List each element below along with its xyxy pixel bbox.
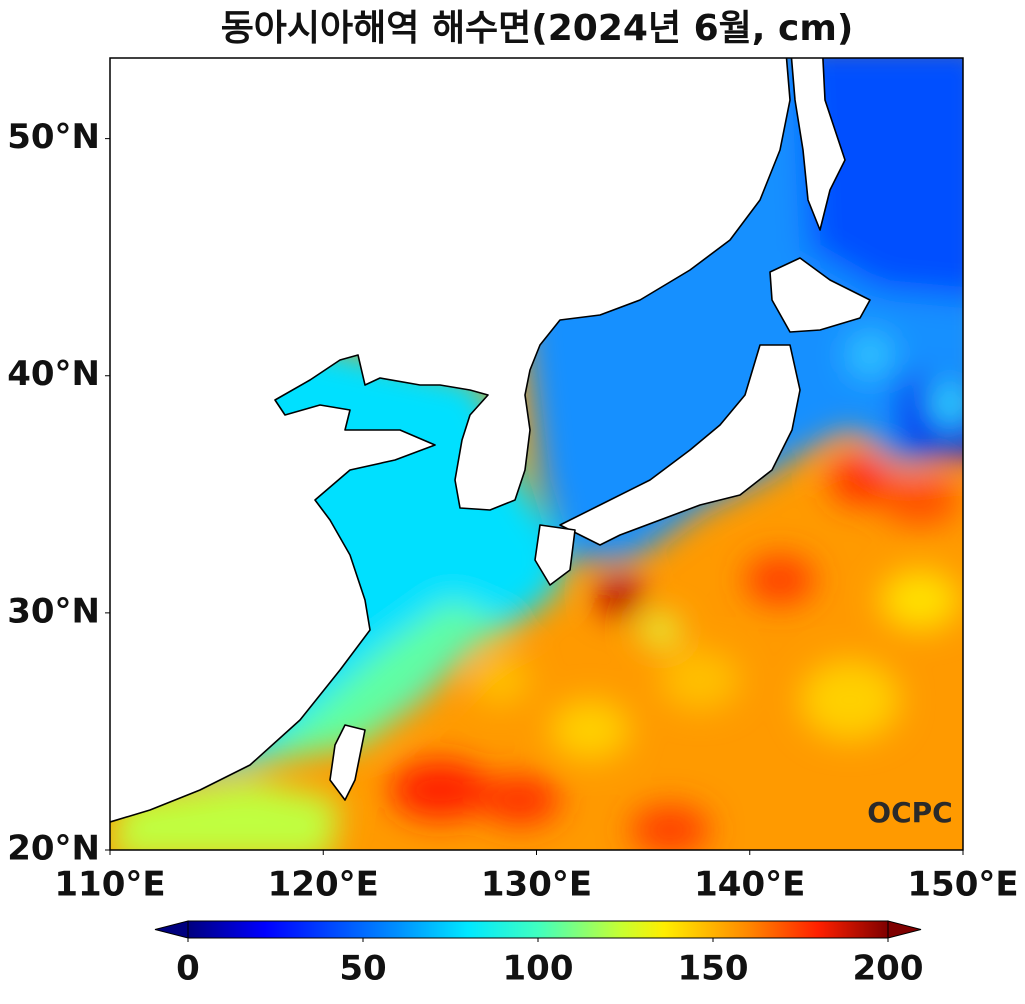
logo: OCPC <box>867 796 952 829</box>
x-tick-label: 150°E <box>907 865 1018 905</box>
colorbar-tick-label: 50 <box>339 949 386 989</box>
colorbar-tick-label: 0 <box>176 949 200 989</box>
y-tick-label: 40°N <box>7 354 100 394</box>
colorbar-extend-low <box>154 920 189 939</box>
x-tick-label: 140°E <box>694 865 805 905</box>
colorbar-tick-label: 150 <box>678 949 749 989</box>
colorbar-tick-label: 200 <box>853 949 924 989</box>
x-tick-label: 120°E <box>268 865 379 905</box>
y-tick-label: 50°N <box>7 117 100 157</box>
colorbar <box>187 920 889 939</box>
colorbar-tick-label: 100 <box>503 949 574 989</box>
title: 동아시아해역 해수면(2024년 6월, cm) <box>221 8 854 49</box>
y-tick-label: 30°N <box>7 591 100 631</box>
colorbar-extend-high <box>887 920 922 939</box>
sea-field <box>110 58 963 850</box>
x-tick-label: 110°E <box>54 865 165 905</box>
land <box>110 58 871 823</box>
y-tick-label: 20°N <box>7 829 100 869</box>
x-tick-label: 130°E <box>481 865 592 905</box>
